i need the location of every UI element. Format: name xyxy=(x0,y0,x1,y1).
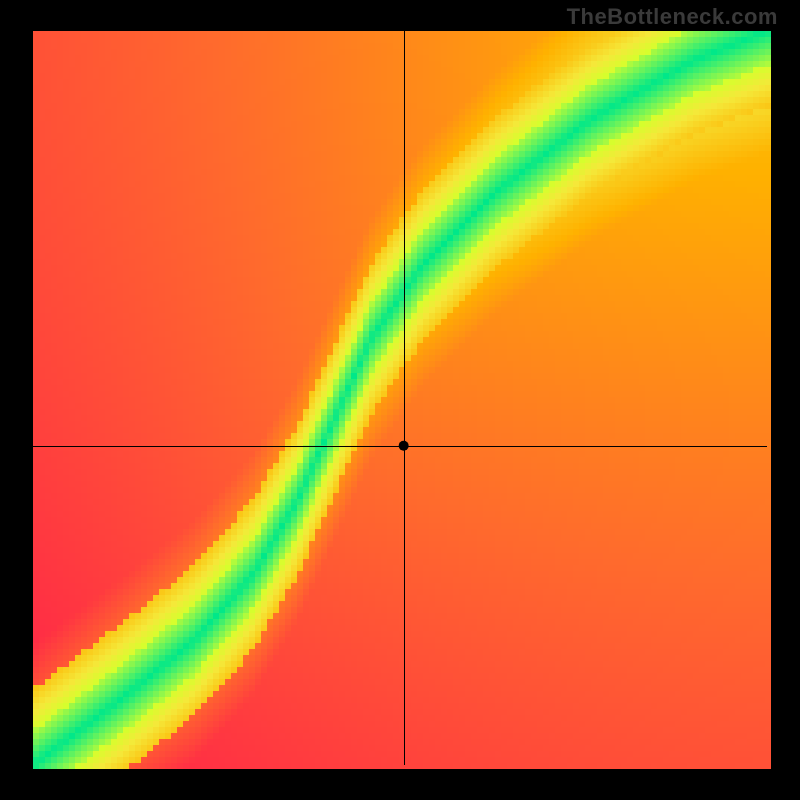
watermark-text: TheBottleneck.com xyxy=(567,4,778,30)
bottleneck-heatmap xyxy=(0,0,800,800)
